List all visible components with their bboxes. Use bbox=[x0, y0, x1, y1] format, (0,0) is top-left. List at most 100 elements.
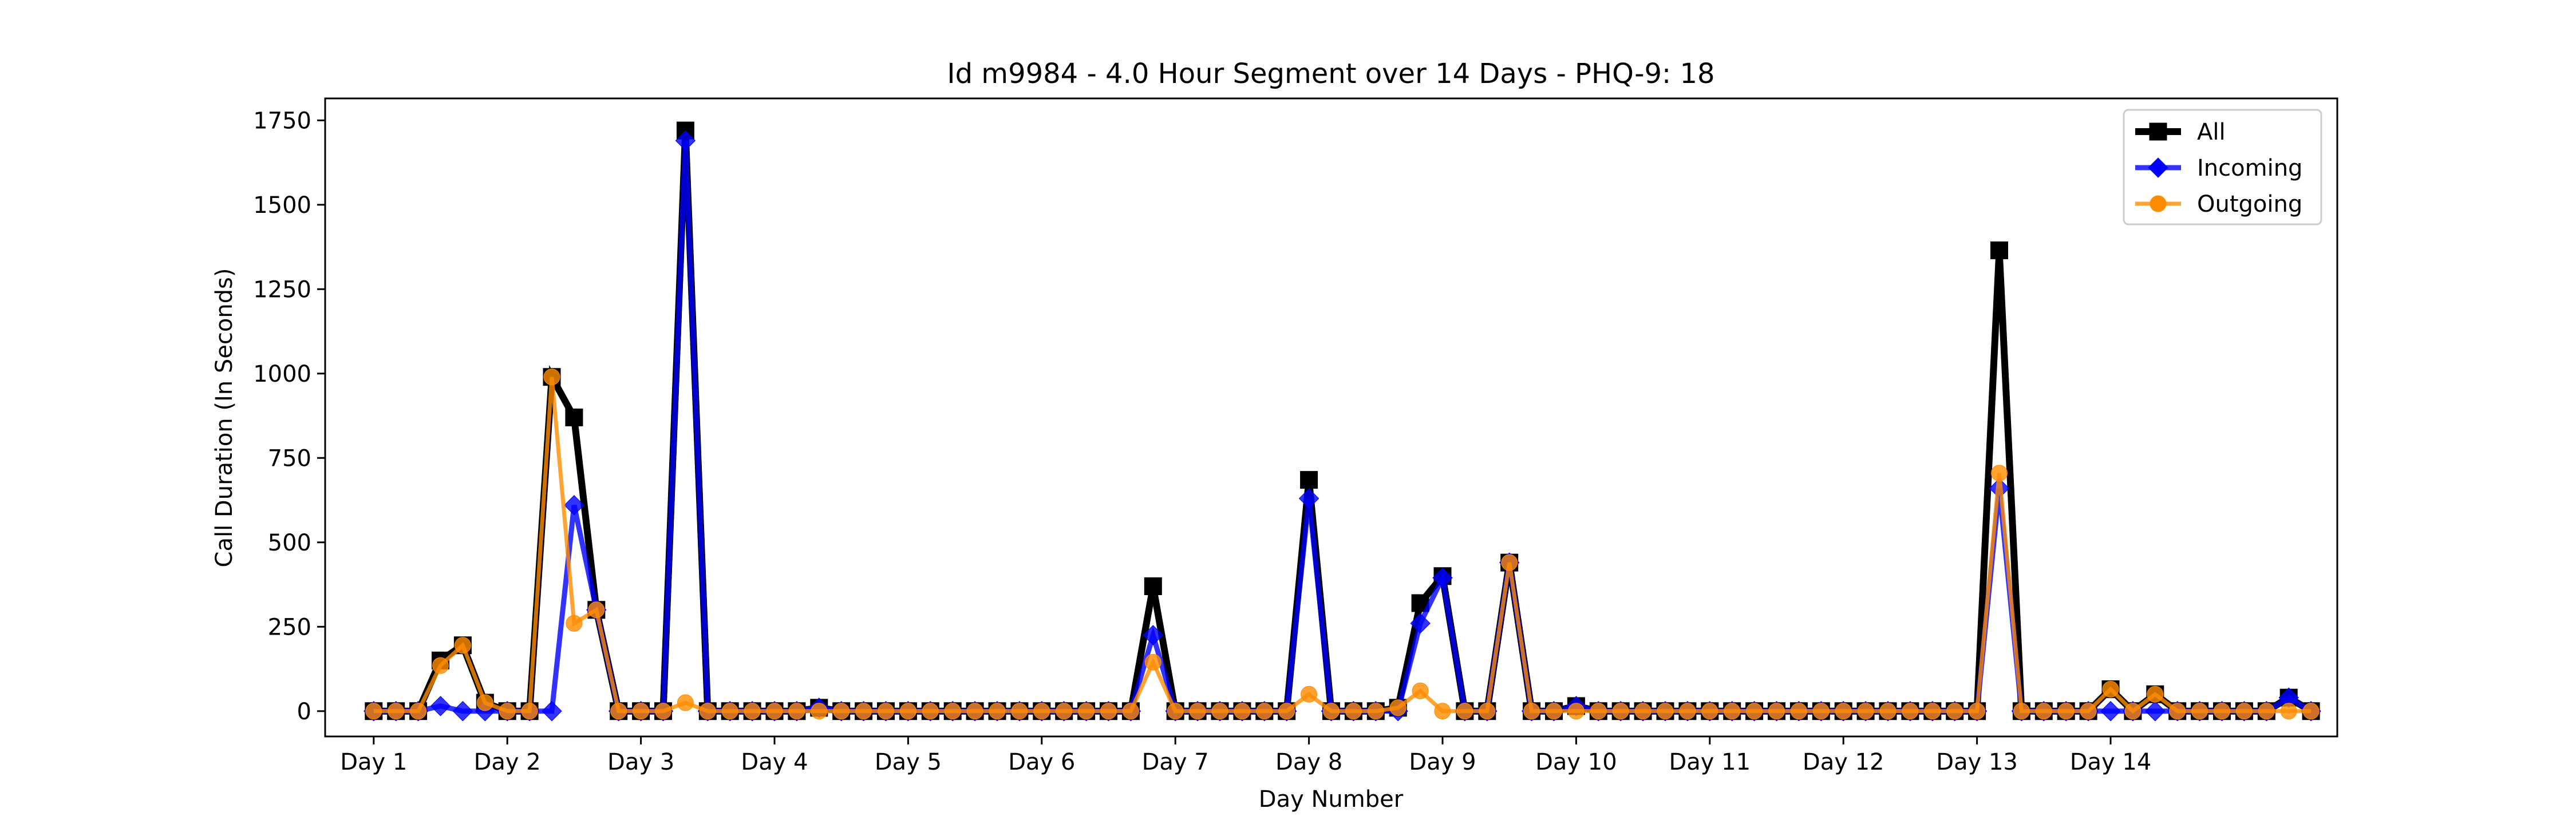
x-tick-label: Day 11 bbox=[1669, 749, 1751, 775]
data-point bbox=[2013, 703, 2030, 720]
data-point bbox=[2191, 703, 2208, 720]
data-point bbox=[1545, 703, 1562, 720]
data-point bbox=[855, 703, 872, 720]
data-point bbox=[1657, 703, 1674, 720]
data-point bbox=[1323, 703, 1340, 720]
legend-label: All bbox=[2197, 119, 2226, 145]
data-point bbox=[677, 694, 694, 711]
chart-title: Id m9984 - 4.0 Hour Segment over 14 Days… bbox=[947, 58, 1714, 90]
x-tick-label: Day 6 bbox=[1008, 749, 1075, 775]
x-tick-label: Day 12 bbox=[1803, 749, 1884, 775]
data-point bbox=[430, 696, 451, 716]
data-point bbox=[1701, 703, 1718, 720]
data-point bbox=[566, 615, 583, 632]
data-point bbox=[2147, 686, 2164, 703]
data-point bbox=[1857, 703, 1874, 720]
data-point bbox=[1612, 703, 1629, 720]
data-point bbox=[1167, 703, 1184, 720]
data-point bbox=[499, 703, 516, 720]
data-point bbox=[432, 657, 449, 674]
data-point bbox=[1011, 703, 1028, 720]
data-point bbox=[1056, 703, 1073, 720]
data-point bbox=[476, 694, 493, 711]
data-point bbox=[2302, 703, 2320, 720]
data-point bbox=[1768, 703, 1785, 720]
data-point bbox=[1298, 488, 1319, 509]
data-point bbox=[1144, 577, 1162, 595]
y-tick-label: 1750 bbox=[253, 108, 311, 134]
data-point bbox=[2280, 703, 2297, 720]
data-point bbox=[811, 703, 828, 720]
data-point bbox=[454, 637, 471, 654]
data-point bbox=[564, 495, 584, 516]
data-point bbox=[675, 130, 696, 151]
data-point bbox=[1501, 554, 1518, 571]
data-point bbox=[2102, 680, 2119, 698]
data-point bbox=[1234, 703, 1251, 720]
data-point bbox=[1078, 703, 1095, 720]
data-point bbox=[2145, 701, 2166, 722]
legend-marker bbox=[2148, 157, 2168, 178]
data-point bbox=[588, 601, 605, 619]
data-point bbox=[2100, 701, 2121, 722]
legend-label: Incoming bbox=[2197, 155, 2302, 181]
y-axis-label: Call Duration (In Seconds) bbox=[211, 268, 238, 568]
data-point bbox=[410, 703, 427, 720]
data-point bbox=[1143, 625, 1164, 645]
data-point bbox=[521, 703, 538, 720]
data-point bbox=[1412, 682, 1429, 699]
data-point bbox=[1990, 241, 2008, 259]
data-point bbox=[744, 703, 761, 720]
data-point bbox=[2235, 703, 2253, 720]
data-point bbox=[1432, 568, 1453, 588]
x-tick-label: Day 10 bbox=[1535, 749, 1617, 775]
data-point bbox=[1410, 613, 1431, 634]
data-point bbox=[1100, 703, 1117, 720]
data-point bbox=[1790, 703, 1807, 720]
data-point bbox=[1189, 703, 1206, 720]
data-point bbox=[565, 409, 583, 426]
data-point bbox=[1879, 703, 1897, 720]
legend-label: Outgoing bbox=[2197, 191, 2302, 217]
data-point bbox=[1301, 686, 1318, 703]
data-point bbox=[1812, 703, 1830, 720]
data-point bbox=[542, 701, 562, 722]
data-point bbox=[1746, 703, 1763, 720]
data-point bbox=[944, 703, 961, 720]
data-point bbox=[788, 703, 805, 720]
data-point bbox=[1924, 703, 1941, 720]
x-tick-label: Day 7 bbox=[1142, 749, 1209, 775]
x-tick-label: Day 9 bbox=[1409, 749, 1476, 775]
data-point bbox=[2124, 703, 2142, 720]
data-point bbox=[655, 703, 672, 720]
data-point bbox=[966, 703, 983, 720]
data-point bbox=[1434, 703, 1451, 720]
y-tick-label: 1500 bbox=[253, 192, 311, 219]
legend-box bbox=[2123, 109, 2322, 225]
legend: All Incoming Outgoing bbox=[2123, 109, 2322, 225]
data-point bbox=[1456, 703, 1473, 720]
data-point bbox=[1567, 703, 1585, 720]
data-point bbox=[1300, 471, 1318, 489]
data-point bbox=[1367, 703, 1384, 720]
y-tick-label: 250 bbox=[268, 614, 311, 640]
data-point bbox=[388, 703, 405, 720]
data-point bbox=[543, 369, 560, 386]
data-point bbox=[1256, 703, 1273, 720]
plot-frame bbox=[324, 97, 2338, 738]
x-tick-label: Day 14 bbox=[2070, 749, 2152, 775]
x-tick-label: Day 3 bbox=[607, 749, 674, 775]
y-tick-label: 500 bbox=[268, 530, 311, 556]
data-point bbox=[1902, 703, 1919, 720]
ticks-layer: 0 250 500 750 1000 1250 1500 1750 Day 1 Day 2 Day … bbox=[253, 108, 2151, 775]
data-point bbox=[922, 703, 939, 720]
data-point bbox=[365, 703, 382, 720]
series-line bbox=[373, 377, 2312, 714]
x-tick-label: Day 1 bbox=[340, 749, 407, 775]
y-tick-label: 1250 bbox=[253, 276, 311, 303]
data-point bbox=[1679, 703, 1696, 720]
data-point bbox=[610, 703, 627, 720]
data-point bbox=[1990, 465, 2008, 482]
series-outgoing bbox=[365, 369, 2320, 720]
